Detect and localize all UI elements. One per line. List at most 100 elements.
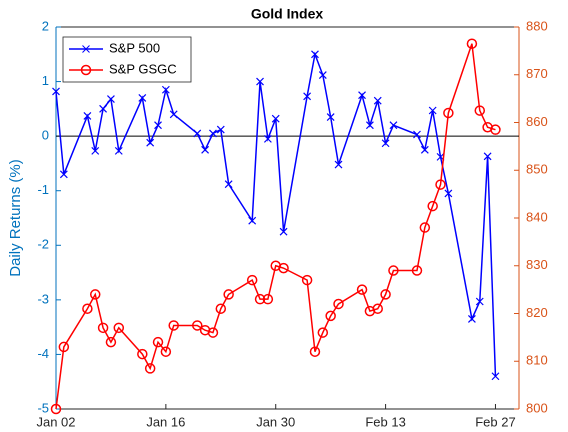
legend-marker [80, 64, 92, 76]
marker [467, 315, 476, 323]
marker [83, 112, 92, 120]
marker [466, 38, 478, 49]
marker [256, 77, 264, 86]
marker [160, 346, 172, 357]
y2-tick-label: 870 [526, 66, 548, 81]
marker [413, 130, 421, 139]
marker [209, 129, 217, 138]
y2-tick-label: 840 [526, 209, 548, 224]
marker [279, 227, 288, 236]
marker [246, 274, 258, 286]
marker [262, 293, 274, 305]
marker [490, 124, 501, 135]
marker [105, 336, 117, 348]
marker [263, 134, 272, 143]
marker [419, 222, 431, 233]
marker [388, 265, 399, 276]
marker [216, 125, 225, 134]
legend-marker [82, 45, 90, 53]
marker [89, 289, 101, 300]
marker [325, 310, 336, 322]
marker [207, 327, 219, 338]
marker [254, 293, 266, 305]
marker [223, 289, 234, 300]
marker [58, 341, 70, 353]
y-tick-label: 0 [42, 128, 49, 143]
marker [372, 303, 383, 314]
y-axis-label: Daily Returns (%) [7, 159, 24, 277]
marker [334, 160, 343, 169]
marker [138, 94, 147, 102]
marker [168, 320, 179, 331]
marker [358, 91, 366, 100]
marker [443, 107, 454, 119]
marker [192, 320, 203, 331]
y-tick-label: 1 [42, 73, 49, 88]
marker [380, 289, 391, 300]
y-tick-label: -1 [37, 182, 49, 197]
y2-tick-label: 880 [526, 18, 548, 33]
marker [326, 113, 335, 121]
marker [248, 216, 257, 225]
marker [99, 104, 108, 113]
marker [435, 179, 446, 190]
marker [483, 152, 492, 161]
marker [169, 110, 178, 119]
marker [91, 146, 100, 155]
x-tick-label: Feb 13 [365, 414, 405, 429]
marker [193, 129, 202, 138]
marker [278, 262, 289, 274]
marker [215, 303, 227, 314]
marker [137, 348, 148, 360]
marker [271, 114, 280, 123]
marker [201, 145, 210, 154]
marker [428, 106, 437, 115]
marker [146, 138, 155, 147]
marker [144, 363, 156, 374]
marker [356, 284, 368, 295]
y-tick-label: -4 [37, 346, 49, 361]
marker [107, 95, 115, 103]
marker [154, 121, 162, 130]
marker [420, 145, 429, 154]
y2-tick-label: 810 [526, 353, 548, 368]
marker [224, 180, 233, 189]
marker [113, 322, 125, 334]
y2-tick-label: 830 [526, 257, 548, 272]
x-tick-label: Jan 16 [146, 414, 185, 429]
x-tick-label: Jan 30 [256, 414, 295, 429]
marker [317, 327, 329, 338]
marker [427, 200, 438, 212]
marker [333, 298, 344, 310]
marker [389, 121, 398, 130]
marker [411, 265, 423, 276]
y-tick-label: -3 [37, 291, 49, 306]
marker [97, 322, 109, 334]
marker [318, 71, 327, 79]
marker [309, 346, 321, 357]
y-tick-label: 2 [42, 18, 49, 33]
chart-title: Gold Index [251, 6, 324, 22]
marker [59, 170, 68, 179]
marker [491, 372, 500, 381]
legend-label: S&P 500 [109, 40, 160, 55]
marker [82, 303, 93, 314]
y2-tick-label: 860 [526, 114, 548, 129]
marker [301, 274, 313, 286]
marker [475, 297, 484, 306]
legend-label: S&P GSGC [109, 61, 177, 76]
y-tick-label: -5 [37, 400, 49, 415]
marker [365, 121, 374, 130]
y2-tick-label: 850 [526, 162, 548, 177]
marker [381, 139, 390, 148]
y2-tick-label: 820 [526, 305, 548, 320]
marker [52, 87, 60, 96]
series-line [55, 43, 496, 410]
marker [50, 403, 62, 415]
legend: S&P 500 S&P GSGC [62, 36, 192, 83]
x-tick-label: Feb 27 [475, 414, 515, 429]
marker [474, 105, 486, 116]
marker [311, 50, 319, 59]
y-tick-label: -2 [37, 237, 49, 252]
